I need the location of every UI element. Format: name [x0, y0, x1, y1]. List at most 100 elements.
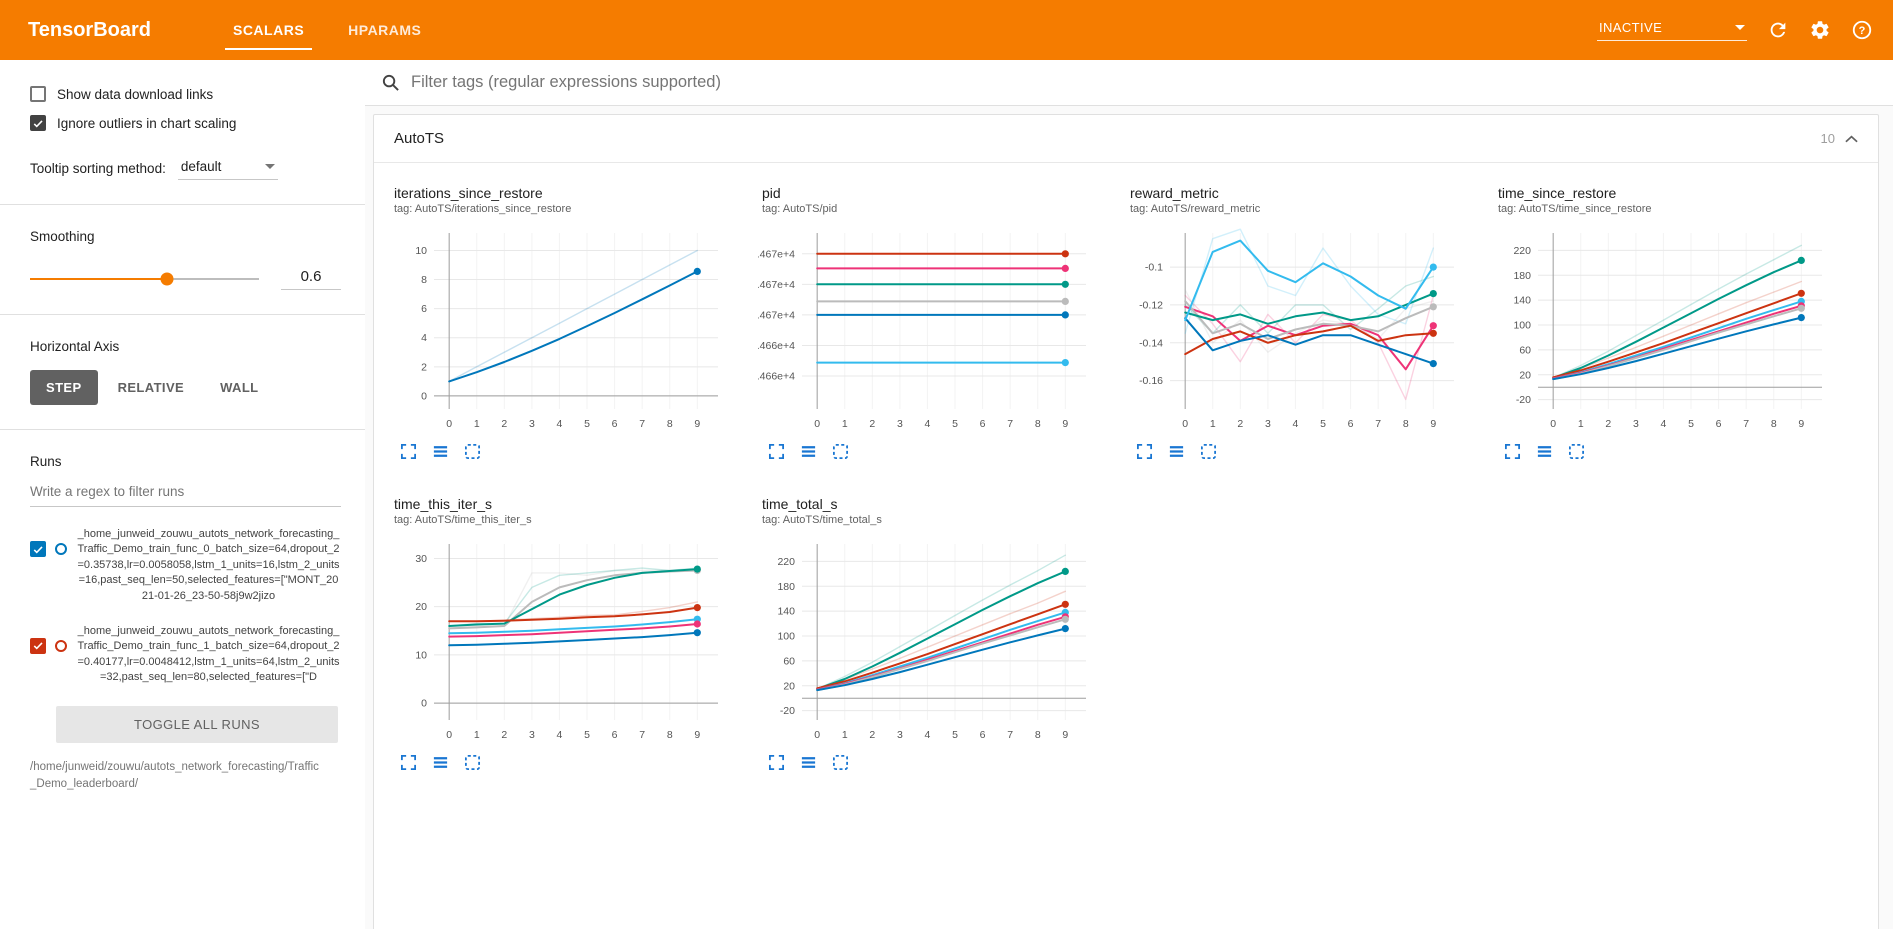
svg-text:0: 0: [446, 729, 452, 741]
run-color-radio[interactable]: [55, 639, 67, 652]
refresh-icon[interactable]: [1767, 19, 1789, 41]
svg-text:220: 220: [1513, 245, 1531, 257]
tag-filter-input[interactable]: [411, 73, 1877, 92]
run-name[interactable]: _home_junweid_zouwu_autots_network_forec…: [77, 528, 340, 602]
chart-plot[interactable]: -0.1 -0.12 -0.14 -0.16 0 1 2 3 4 5 6 7 8 9: [1126, 225, 1474, 435]
svg-text:1: 1: [1210, 418, 1216, 430]
svg-text:10: 10: [415, 649, 427, 661]
svg-text:7: 7: [1007, 729, 1013, 741]
svg-text:4: 4: [421, 332, 427, 344]
smoothing-value[interactable]: 0.6: [281, 268, 341, 290]
chart-tag: tag: AutoTS/reward_metric: [1130, 203, 1261, 215]
smoothing-control: 0.6: [30, 268, 341, 290]
section-header[interactable]: AutoTS 10: [374, 115, 1878, 163]
chart-canvas[interactable]: 0 2 4 6 8 10 0 1 2 3 4 5 6 7 8 9: [390, 225, 730, 435]
checkbox-unchecked[interactable]: [30, 86, 46, 102]
chart-canvas[interactable]: 0 10 20 30 0 1 2 3 4 5 6 7 8 9: [390, 536, 730, 746]
help-icon[interactable]: ?: [1851, 19, 1873, 41]
log-scale-icon[interactable]: [432, 443, 449, 460]
fit-domain-icon[interactable]: [1568, 443, 1585, 460]
chart-plot[interactable]: -20 20 60 100 140 180 220 0 1 2 3 4 5 6 7 8 9: [758, 536, 1106, 746]
chart-plot[interactable]: 0 2 4 6 8 10 0 1 2 3 4 5 6 7 8 9: [390, 225, 738, 435]
chart-toolbar: [1494, 435, 1842, 460]
run-visibility-checkbox[interactable]: [30, 637, 46, 654]
run-color-radio[interactable]: [55, 543, 67, 555]
chart-toolbar: [758, 435, 1106, 460]
tab-hparams[interactable]: HPARAMS: [348, 22, 422, 38]
log-scale-icon[interactable]: [1536, 443, 1553, 460]
svg-text:7: 7: [1375, 418, 1381, 430]
log-scale-icon[interactable]: [432, 754, 449, 771]
tooltip-sorting-value: default: [180, 159, 222, 174]
app-title[interactable]: TensorBoard: [28, 18, 151, 41]
autots-section-card: AutoTS 10 iterations_since_restore tag: A…: [373, 114, 1879, 929]
chart-toolbar: [390, 746, 738, 771]
log-scale-icon[interactable]: [800, 443, 817, 460]
expand-chart-icon[interactable]: [768, 443, 785, 460]
runs-regex-input[interactable]: [30, 477, 341, 507]
chart-card-reward_metric: reward_metric tag: AutoTS/reward_metric -0…: [1122, 179, 1478, 460]
tab-scalars[interactable]: SCALARS: [211, 0, 326, 60]
sidebar-checkbox-row[interactable]: Ignore outliers in chart scaling: [30, 115, 341, 131]
expand-chart-icon[interactable]: [400, 754, 417, 771]
chart-tag: tag: AutoTS/time_total_s: [762, 514, 882, 526]
axis-option-wall[interactable]: WALL: [220, 380, 259, 395]
fit-domain-icon[interactable]: [1200, 443, 1217, 460]
tooltip-sorting-dropdown[interactable]: default: [177, 157, 278, 180]
svg-text:4: 4: [925, 729, 931, 741]
svg-text:0: 0: [814, 729, 820, 741]
svg-text:3: 3: [897, 729, 903, 741]
axis-option-relative[interactable]: RELATIVE: [117, 380, 185, 395]
horizontal-axis-label: Horizontal Axis: [30, 339, 120, 354]
log-scale-icon[interactable]: [1168, 443, 1185, 460]
chart-plot[interactable]: 2.467e+4 2.467e+4 2.467e+4 2.466e+4 2.466e+4…: [751, 225, 1106, 435]
fit-domain-icon[interactable]: [832, 443, 849, 460]
chart-plot[interactable]: -20 20 60 100 140 180 220 0 1 2 3 4 5 6 7 8 9: [1494, 225, 1842, 435]
log-scale-icon[interactable]: [800, 754, 817, 771]
fit-domain-icon[interactable]: [464, 443, 481, 460]
reload-status-dropdown[interactable]: INACTIVE: [1597, 20, 1747, 41]
chart-canvas[interactable]: -20 20 60 100 140 180 220 0 1 2 3 4 5 6 7 8 9: [1494, 225, 1834, 435]
svg-text:2.467e+4: 2.467e+4: [758, 279, 795, 291]
svg-text:8: 8: [1403, 418, 1409, 430]
svg-text:100: 100: [1513, 320, 1531, 332]
chart-canvas[interactable]: 2.467e+4 2.467e+4 2.467e+4 2.466e+4 2.466e+4…: [751, 225, 1098, 435]
expand-chart-icon[interactable]: [768, 754, 785, 771]
svg-text:6: 6: [980, 729, 986, 741]
expand-chart-icon[interactable]: [1504, 443, 1521, 460]
checkbox-checked[interactable]: [30, 115, 46, 131]
svg-text:8: 8: [421, 274, 427, 286]
svg-text:7: 7: [639, 418, 645, 430]
fit-domain-icon[interactable]: [832, 754, 849, 771]
run-name[interactable]: _home_junweid_zouwu_autots_network_forec…: [77, 624, 340, 684]
chart-canvas[interactable]: -20 20 60 100 140 180 220 0 1 2 3 4 5 6 7 8 9: [758, 536, 1098, 746]
svg-text:5: 5: [1320, 418, 1326, 430]
settings-gear-icon[interactable]: [1809, 19, 1831, 41]
expand-chart-icon[interactable]: [1136, 443, 1153, 460]
svg-text:0: 0: [814, 418, 820, 430]
svg-text:2: 2: [869, 418, 875, 430]
run-visibility-checkbox[interactable]: [30, 541, 46, 557]
fit-domain-icon[interactable]: [464, 754, 481, 771]
svg-text:-0.14: -0.14: [1139, 337, 1163, 349]
chevron-up-icon[interactable]: [1845, 134, 1858, 143]
svg-text:180: 180: [777, 581, 795, 593]
chart-tag: tag: AutoTS/pid: [762, 203, 838, 215]
svg-text:5: 5: [952, 418, 958, 430]
chart-canvas[interactable]: -0.1 -0.12 -0.14 -0.16 0 1 2 3 4 5 6 7 8 9: [1126, 225, 1466, 435]
expand-chart-icon[interactable]: [400, 443, 417, 460]
toggle-all-runs-button[interactable]: TOGGLE ALL RUNS: [56, 705, 338, 743]
sidebar-checkbox-row[interactable]: Show data download links: [30, 86, 341, 102]
smoothing-slider[interactable]: [30, 272, 259, 286]
smoothing-slider-thumb[interactable]: [160, 272, 174, 286]
chart-plot[interactable]: 0 10 20 30 0 1 2 3 4 5 6 7 8 9: [390, 536, 738, 746]
svg-text:2.467e+4: 2.467e+4: [758, 309, 795, 321]
svg-text:9: 9: [1430, 418, 1436, 430]
axis-option-step[interactable]: STEP: [30, 370, 98, 405]
dashboard-scroll-area[interactable]: AutoTS 10 iterations_since_restore tag: A…: [365, 106, 1893, 929]
svg-text:140: 140: [777, 606, 795, 618]
svg-text:1: 1: [842, 418, 848, 430]
